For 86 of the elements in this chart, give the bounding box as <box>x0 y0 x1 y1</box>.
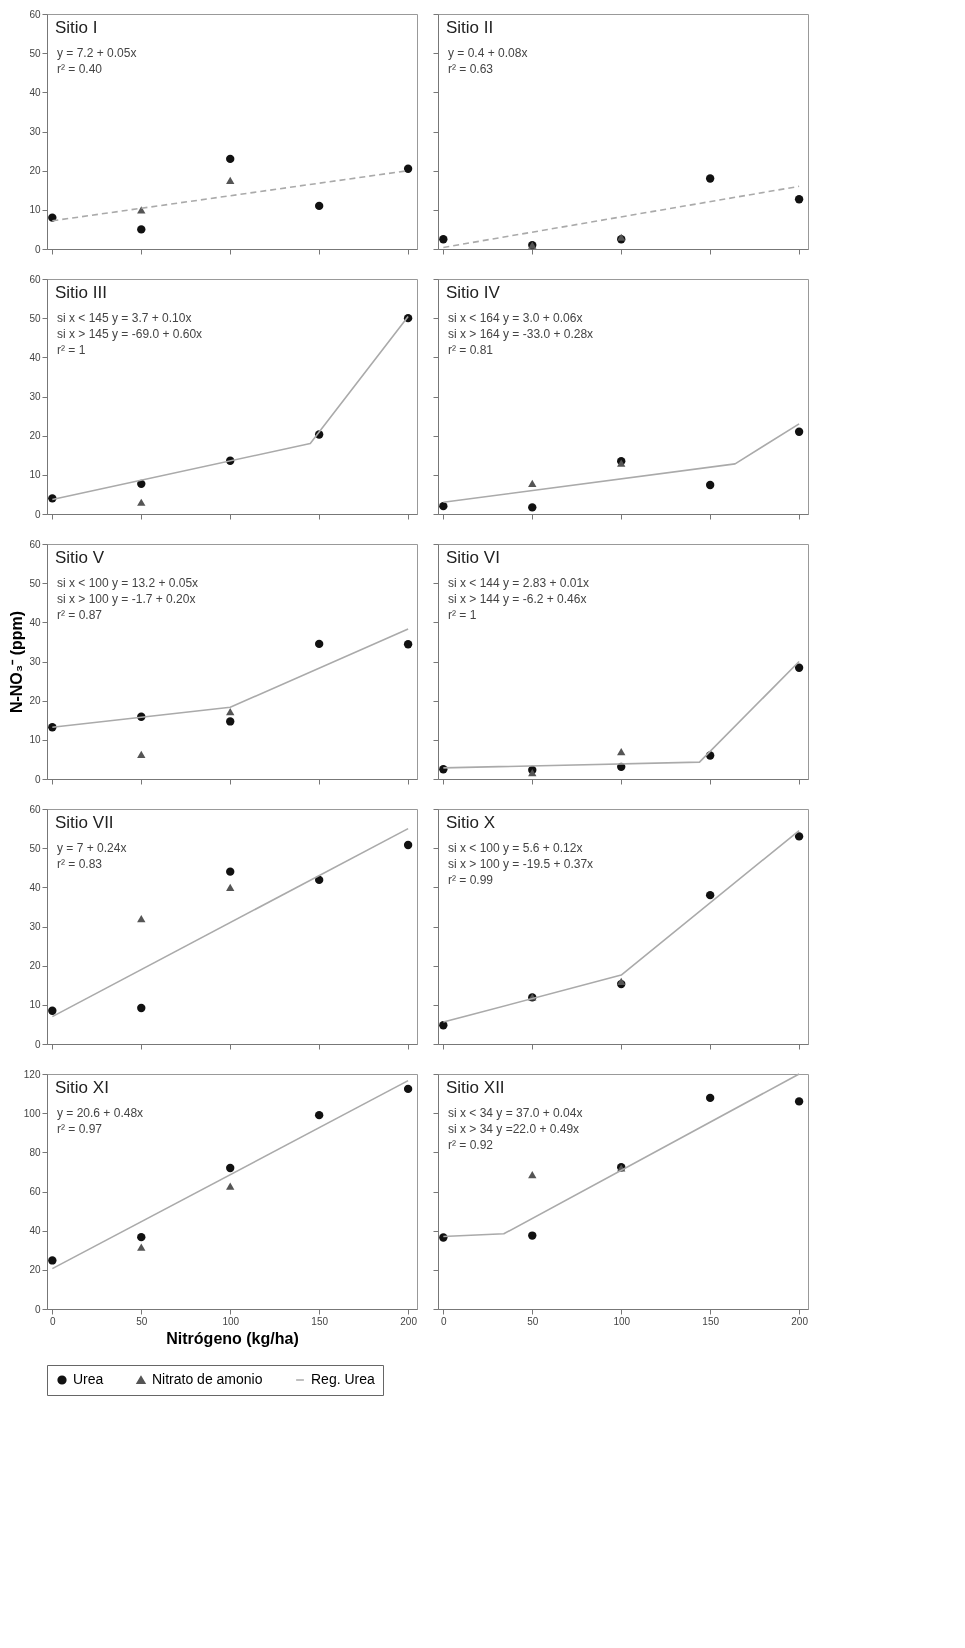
y-tick-label: 50 <box>29 842 41 854</box>
y-tick-label: 30 <box>29 921 41 932</box>
annotation: r² = 0.92 <box>448 1138 494 1152</box>
chart-title: Sitio III <box>55 283 107 302</box>
annotation: r² = 0.40 <box>57 62 103 76</box>
annotation: si x < 145 y = 3.7 + 0.10x <box>57 311 192 325</box>
annotation: r² = 1 <box>448 608 477 622</box>
x-tick-label: 100 <box>613 1315 631 1327</box>
x-tick-label: 200 <box>400 1315 418 1327</box>
annotation: r² = 1 <box>57 343 86 357</box>
legend-label: Reg. Urea <box>311 1371 376 1387</box>
x-tick-label: 150 <box>311 1315 329 1327</box>
y-tick-label: 20 <box>29 1264 41 1276</box>
y-tick-label: 10 <box>29 734 41 746</box>
y-tick-label: 20 <box>29 695 41 707</box>
y-tick-label: 20 <box>29 960 41 972</box>
chart-title: Sitio IV <box>446 283 501 302</box>
y-tick-label: 60 <box>29 1186 41 1197</box>
x-tick-label: 50 <box>527 1315 539 1327</box>
annotation: y = 7.2 + 0.05x <box>57 46 137 60</box>
x-tick-label: 200 <box>791 1315 809 1327</box>
chart-title: Sitio I <box>55 18 98 37</box>
annotation: r² = 0.81 <box>448 343 494 357</box>
y-tick-label: 60 <box>29 538 41 550</box>
y-tick-label: 40 <box>29 1225 41 1237</box>
y-tick-label: 10 <box>29 999 41 1011</box>
y-tick-label: 30 <box>29 391 41 402</box>
y-tick-label: 10 <box>29 204 41 216</box>
y-tick-label: 0 <box>34 773 41 785</box>
annotation: si x > 100 y = -19.5 + 0.37x <box>448 857 594 871</box>
annotation: r² = 0.63 <box>448 62 494 76</box>
y-tick-label: 120 <box>23 1068 41 1080</box>
y-tick-label: 0 <box>34 1303 41 1315</box>
chart-title: Sitio XII <box>446 1078 505 1097</box>
x-tick-label: 50 <box>136 1315 148 1327</box>
chart-title: Sitio V <box>55 548 105 567</box>
y-tick-label: 30 <box>29 126 41 137</box>
annotation: r² = 0.87 <box>57 608 103 622</box>
y-tick-label: 40 <box>29 881 41 893</box>
annotation: si x > 34 y =22.0 + 0.49x <box>448 1122 580 1136</box>
y-tick-label: 80 <box>29 1146 41 1158</box>
annotation: r² = 0.83 <box>57 857 103 871</box>
annotation: y = 7 + 0.24x <box>57 841 127 855</box>
chart-title: Sitio XI <box>55 1078 109 1097</box>
chart-title: Sitio VI <box>446 548 500 567</box>
y-tick-label: 100 <box>23 1107 41 1119</box>
legend-label: Urea <box>73 1371 104 1387</box>
y-tick-label: 0 <box>34 1038 41 1050</box>
y-tick-label: 40 <box>29 616 41 628</box>
y-tick-label: 0 <box>34 508 41 520</box>
y-tick-label: 30 <box>29 656 41 667</box>
x-axis-title: Nitrógeno (kg/ha) <box>166 1329 299 1347</box>
y-tick-label: 50 <box>29 577 41 589</box>
annotation: r² = 0.97 <box>57 1122 103 1136</box>
annotation: si x < 144 y = 2.83 + 0.01x <box>448 576 590 590</box>
y-tick-label: 60 <box>29 273 41 285</box>
annotation: si x < 34 y = 37.0 + 0.04x <box>448 1106 583 1120</box>
chart-title: Sitio VII <box>55 813 114 832</box>
annotation: si x > 144 y = -6.2 + 0.46x <box>448 592 587 606</box>
y-tick-label: 60 <box>29 8 41 20</box>
annotation: si x < 100 y = 5.6 + 0.12x <box>448 841 583 855</box>
y-tick-label: 20 <box>29 430 41 442</box>
chart-title: Sitio X <box>446 813 496 832</box>
y-tick-label: 20 <box>29 165 41 177</box>
annotation: si x > 164 y = -33.0 + 0.28x <box>448 327 594 341</box>
x-tick-label: 0 <box>441 1315 448 1327</box>
annotation: y = 20.6 + 0.48x <box>57 1106 144 1120</box>
y-axis-title: N-NO₃⁻ (ppm) <box>8 610 26 714</box>
legend-label: Nitrato de amonio <box>152 1371 263 1387</box>
y-tick-label: 50 <box>29 47 41 59</box>
x-tick-label: 0 <box>50 1315 57 1327</box>
y-tick-label: 60 <box>29 803 41 815</box>
annotation: si x > 100 y = -1.7 + 0.20x <box>57 592 196 606</box>
y-tick-label: 10 <box>29 469 41 481</box>
y-tick-label: 40 <box>29 86 41 98</box>
annotation: si x < 100 y = 13.2 + 0.05x <box>57 576 199 590</box>
annotation: si x < 164 y = 3.0 + 0.06x <box>448 311 583 325</box>
annotation: si x > 145 y = -69.0 + 0.60x <box>57 327 203 341</box>
chart-title: Sitio II <box>446 18 494 37</box>
y-tick-label: 50 <box>29 312 41 324</box>
y-tick-label: 40 <box>29 351 41 363</box>
annotation: r² = 0.99 <box>448 873 494 887</box>
y-tick-label: 0 <box>34 243 41 255</box>
x-tick-label: 150 <box>702 1315 720 1327</box>
x-tick-label: 100 <box>222 1315 240 1327</box>
annotation: y = 0.4 + 0.08x <box>448 46 528 60</box>
